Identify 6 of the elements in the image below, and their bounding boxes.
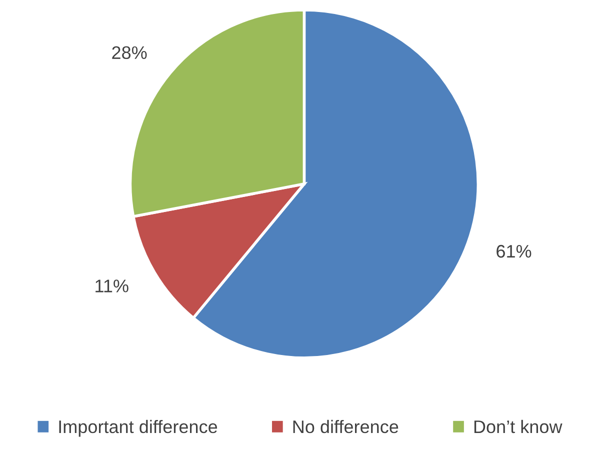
data-label: 11% bbox=[96, 280, 128, 292]
legend-label: No difference bbox=[293, 420, 398, 434]
data-label: 61% bbox=[496, 244, 532, 258]
data-label: 28% bbox=[112, 46, 147, 60]
legend-label: Important difference bbox=[59, 420, 218, 437]
legend-label: Don’t know bbox=[474, 420, 562, 434]
